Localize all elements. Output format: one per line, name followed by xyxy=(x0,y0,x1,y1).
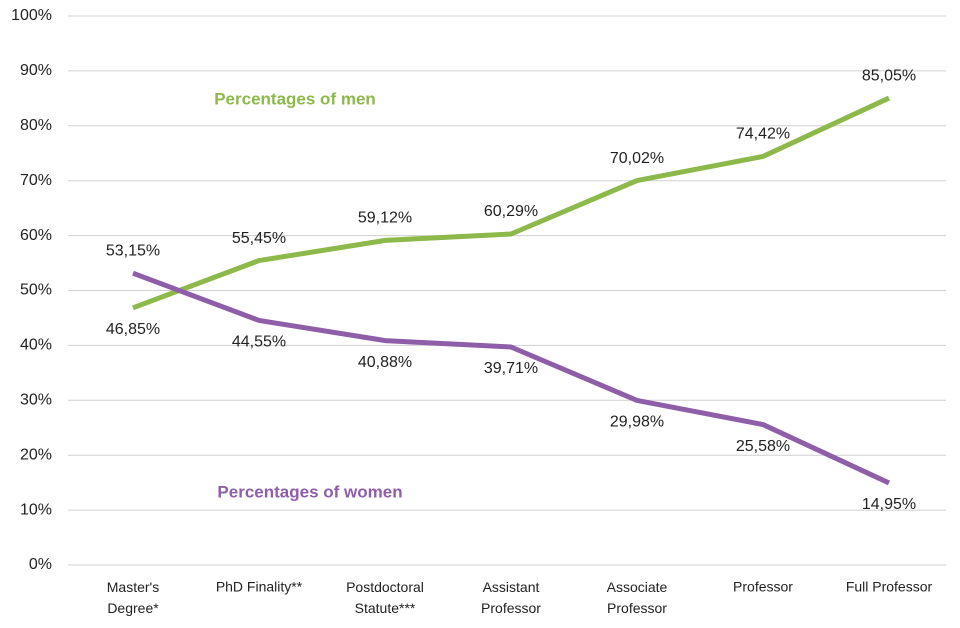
data-label: 14,95% xyxy=(862,496,916,513)
data-label: 55,45% xyxy=(232,230,286,247)
y-tick-label: 80% xyxy=(20,117,52,134)
y-tick-label: 40% xyxy=(20,337,52,354)
data-label: 39,71% xyxy=(484,360,538,377)
data-label: 60,29% xyxy=(484,203,538,220)
y-tick-label: 50% xyxy=(20,282,52,299)
data-label: 59,12% xyxy=(358,210,412,227)
y-tick-label: 60% xyxy=(20,227,52,244)
data-label: 85,05% xyxy=(862,67,916,84)
series-label: Percentages of women xyxy=(217,482,402,501)
y-tick-label: 100% xyxy=(11,7,52,24)
y-tick-label: 90% xyxy=(20,62,52,79)
x-tick-label: Master's Degree* xyxy=(107,579,159,616)
y-tick-label: 70% xyxy=(20,172,52,189)
y-tick-label: 10% xyxy=(20,501,52,518)
x-tick-label: PhD Finality** xyxy=(216,579,303,595)
x-tick-label: Professor xyxy=(733,579,793,595)
data-label: 40,88% xyxy=(358,354,412,371)
data-label: 46,85% xyxy=(106,321,160,338)
data-label: 44,55% xyxy=(232,334,286,351)
x-tick-label: Postdoctoral Statute*** xyxy=(346,579,424,616)
x-tick-label: Assistant Professor xyxy=(481,579,541,616)
series-label: Percentages of men xyxy=(214,89,376,108)
y-tick-label: 20% xyxy=(20,446,52,463)
data-label: 25,58% xyxy=(736,438,790,455)
series-line xyxy=(132,95,891,311)
y-tick-label: 0% xyxy=(29,556,52,573)
data-label: 74,42% xyxy=(736,126,790,143)
data-label: 53,15% xyxy=(106,242,160,259)
x-tick-label: Full Professor xyxy=(846,579,933,595)
data-label: 29,98% xyxy=(610,414,664,431)
series-line xyxy=(132,270,891,486)
x-tick-label: Associate Professor xyxy=(607,579,668,616)
data-label: 70,02% xyxy=(610,150,664,167)
y-tick-label: 30% xyxy=(20,392,52,409)
